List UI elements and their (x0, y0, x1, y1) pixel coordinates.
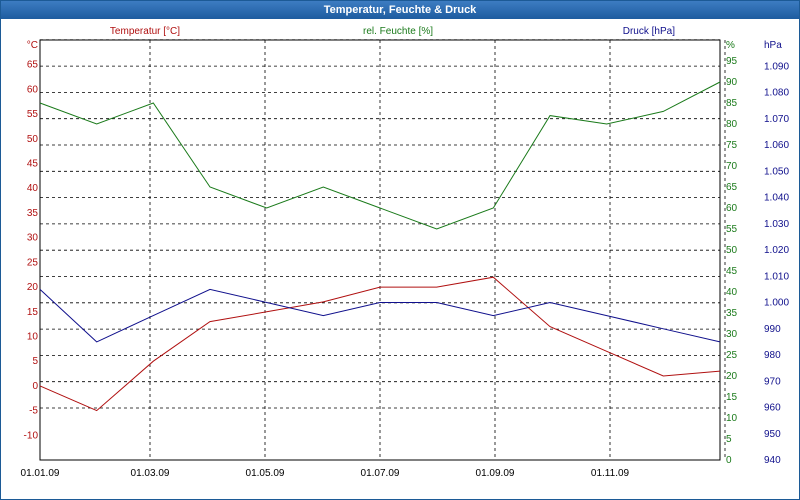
right-tick-label: 1.060 (764, 140, 789, 151)
window-title: Temperatur, Feuchte & Druck (1, 1, 799, 19)
mid-tick-label: 40 (726, 287, 738, 298)
mid-tick-label: 65 (726, 182, 738, 193)
mid-tick-label: 80 (726, 119, 738, 130)
right-tick-label: 1.050 (764, 166, 789, 177)
mid-tick-label: 25 (726, 350, 738, 361)
left-tick-label: 60 (27, 84, 39, 95)
left-tick-label: -10 (24, 430, 39, 441)
left-tick-label: 65 (27, 60, 39, 71)
mid-tick-label: 90 (726, 77, 738, 88)
right-tick-label: 980 (764, 350, 781, 361)
series-line (39, 276, 721, 412)
mid-tick-label: 20 (726, 371, 738, 382)
mid-tick-label: 70 (726, 161, 738, 172)
right-tick-label: 1.000 (764, 298, 789, 309)
left-tick-label: 25 (27, 257, 39, 268)
mid-tick-label: 5 (726, 434, 732, 445)
series-title: Temperatur [°C] (110, 26, 180, 37)
right-tick-label: 1.040 (764, 193, 789, 204)
right-tick-label: 950 (764, 429, 781, 440)
series-line (39, 81, 721, 230)
x-tick-label: 01.07.09 (361, 468, 400, 479)
left-tick-label: 10 (27, 331, 39, 342)
left-tick-label: 50 (27, 134, 39, 145)
x-tick-label: 01.11.09 (591, 468, 630, 479)
mid-tick-label: 55 (726, 224, 738, 235)
right-tick-label: 1.090 (764, 61, 789, 72)
mid-tick-label: 0 (726, 455, 732, 466)
left-tick-label: 15 (27, 307, 39, 318)
left-tick-label: 20 (27, 282, 39, 293)
mid-tick-label: 75 (726, 140, 738, 151)
left-axis-unit: °C (27, 40, 38, 51)
left-tick-label: 35 (27, 208, 39, 219)
mid-tick-label: 10 (726, 413, 738, 424)
right-tick-label: 1.070 (764, 114, 789, 125)
mid-tick-label: 35 (726, 308, 738, 319)
left-tick-label: -5 (29, 406, 38, 417)
right-tick-label: 960 (764, 403, 781, 414)
series-title: rel. Feuchte [%] (363, 26, 433, 37)
mid-tick-label: 60 (726, 203, 738, 214)
x-tick-label: 01.09.09 (476, 468, 515, 479)
left-tick-label: 0 (32, 381, 38, 392)
left-tick-label: 5 (32, 356, 38, 367)
series-title: Druck [hPa] (623, 26, 675, 37)
x-tick-label: 01.01.09 (21, 468, 60, 479)
mid-tick-label: 50 (726, 245, 738, 256)
right-axis-unit: hPa (764, 40, 782, 51)
right-tick-label: 970 (764, 376, 781, 387)
mid-tick-label: 15 (726, 392, 738, 403)
mid-tick-label: 45 (726, 266, 738, 277)
mid-axis-unit: % (726, 40, 735, 51)
right-tick-label: 1.020 (764, 245, 789, 256)
right-tick-label: 990 (764, 324, 781, 335)
mid-tick-label: 85 (726, 98, 738, 109)
right-tick-label: 1.080 (764, 88, 789, 99)
left-tick-label: 55 (27, 109, 39, 120)
left-tick-label: 30 (27, 233, 39, 244)
right-tick-label: 940 (764, 455, 781, 466)
right-tick-label: 1.010 (764, 271, 789, 282)
x-tick-label: 01.03.09 (131, 468, 170, 479)
left-tick-label: 40 (27, 183, 39, 194)
x-tick-label: 01.05.09 (246, 468, 285, 479)
series-line (39, 288, 721, 343)
mid-tick-label: 30 (726, 329, 738, 340)
left-tick-label: 45 (27, 159, 39, 170)
right-tick-label: 1.030 (764, 219, 789, 230)
mid-tick-label: 95 (726, 56, 738, 67)
